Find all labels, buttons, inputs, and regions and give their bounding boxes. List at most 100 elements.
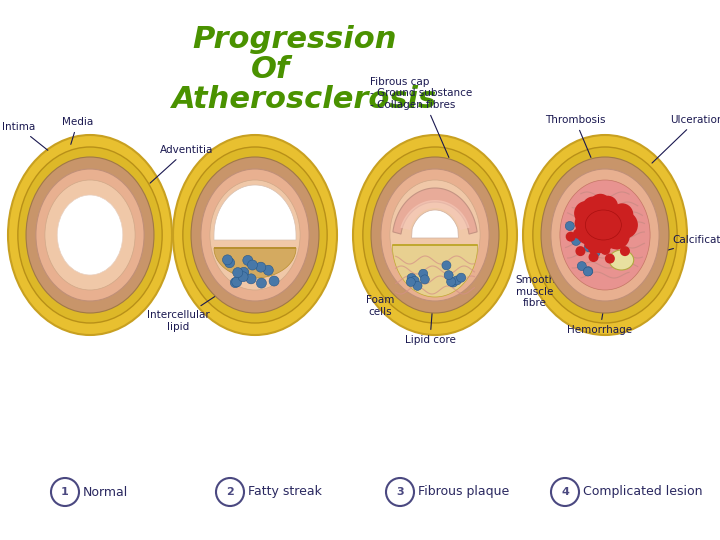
Circle shape — [248, 260, 258, 270]
Circle shape — [230, 278, 240, 288]
Text: Fibrous cap
- Ground substance
- Collagen fibres: Fibrous cap - Ground substance - Collage… — [370, 77, 472, 158]
Circle shape — [605, 214, 632, 242]
Circle shape — [246, 274, 256, 284]
Circle shape — [600, 245, 611, 255]
Polygon shape — [214, 185, 296, 240]
Text: Lipid core: Lipid core — [405, 278, 456, 345]
Circle shape — [452, 276, 462, 285]
Text: Foam
cells: Foam cells — [366, 247, 428, 316]
Ellipse shape — [183, 147, 327, 323]
Circle shape — [551, 478, 579, 506]
Text: Intima: Intima — [2, 122, 48, 150]
Text: Fatty streak: Fatty streak — [248, 485, 322, 498]
Ellipse shape — [541, 157, 669, 313]
Text: Media: Media — [62, 117, 94, 144]
Text: Complicated lesion: Complicated lesion — [583, 485, 703, 498]
Circle shape — [598, 242, 606, 252]
Ellipse shape — [191, 157, 319, 313]
Circle shape — [222, 255, 233, 265]
Circle shape — [588, 237, 596, 246]
Ellipse shape — [551, 169, 659, 301]
Circle shape — [611, 204, 634, 226]
Ellipse shape — [523, 135, 687, 335]
Circle shape — [603, 236, 612, 246]
Circle shape — [456, 273, 466, 282]
Text: 1: 1 — [61, 487, 69, 497]
Circle shape — [577, 261, 586, 271]
Text: Hemorrhage: Hemorrhage — [567, 213, 633, 335]
Circle shape — [605, 254, 615, 264]
Circle shape — [585, 239, 594, 249]
Circle shape — [264, 265, 274, 275]
Circle shape — [588, 252, 598, 262]
Circle shape — [269, 276, 279, 286]
Circle shape — [584, 267, 593, 276]
Circle shape — [386, 478, 414, 506]
Ellipse shape — [533, 147, 677, 323]
Circle shape — [592, 235, 602, 246]
Text: Of: Of — [251, 55, 289, 84]
Text: Normal: Normal — [83, 485, 128, 498]
Ellipse shape — [390, 180, 480, 290]
Circle shape — [585, 232, 595, 241]
Circle shape — [597, 195, 618, 217]
Ellipse shape — [173, 135, 337, 335]
Circle shape — [51, 478, 79, 506]
Text: 2: 2 — [226, 487, 234, 497]
Text: Intercellular
lipid: Intercellular lipid — [147, 272, 253, 332]
Circle shape — [574, 201, 598, 226]
Circle shape — [573, 228, 583, 239]
Circle shape — [579, 226, 589, 235]
Circle shape — [216, 478, 244, 506]
Ellipse shape — [381, 169, 489, 301]
Circle shape — [582, 197, 605, 219]
Circle shape — [419, 269, 428, 278]
Text: 4: 4 — [561, 487, 569, 497]
Ellipse shape — [18, 147, 162, 323]
Circle shape — [589, 234, 598, 242]
Ellipse shape — [210, 180, 300, 290]
Circle shape — [585, 242, 593, 252]
Circle shape — [605, 204, 621, 220]
Text: Progression: Progression — [193, 25, 397, 54]
Circle shape — [612, 233, 621, 242]
Circle shape — [256, 262, 266, 272]
Polygon shape — [393, 188, 477, 234]
Ellipse shape — [26, 157, 154, 313]
Ellipse shape — [36, 169, 144, 301]
Circle shape — [406, 278, 415, 287]
Text: Calcification: Calcification — [652, 235, 720, 254]
Circle shape — [410, 276, 419, 285]
Circle shape — [588, 244, 598, 254]
Circle shape — [595, 231, 614, 251]
Circle shape — [583, 229, 602, 247]
Circle shape — [243, 255, 253, 265]
Circle shape — [446, 277, 456, 286]
Circle shape — [583, 267, 593, 276]
Ellipse shape — [45, 180, 135, 290]
Text: Fibrous plaque: Fibrous plaque — [418, 485, 509, 498]
Circle shape — [449, 278, 458, 287]
Circle shape — [611, 211, 638, 239]
Circle shape — [572, 237, 580, 246]
Circle shape — [582, 213, 590, 222]
Circle shape — [575, 217, 603, 245]
Circle shape — [600, 229, 619, 247]
Polygon shape — [400, 200, 469, 230]
Circle shape — [591, 248, 600, 257]
Circle shape — [590, 194, 611, 215]
Ellipse shape — [8, 135, 172, 335]
Circle shape — [566, 232, 576, 242]
Circle shape — [588, 233, 598, 242]
Polygon shape — [392, 245, 477, 297]
Ellipse shape — [560, 180, 650, 290]
Text: Atherosclerosis: Atherosclerosis — [172, 85, 438, 114]
Text: Adventitia: Adventitia — [150, 145, 213, 183]
Circle shape — [233, 268, 243, 278]
Circle shape — [256, 278, 266, 288]
Ellipse shape — [353, 135, 517, 335]
Circle shape — [580, 223, 589, 232]
Circle shape — [413, 281, 422, 291]
Circle shape — [585, 225, 613, 253]
Circle shape — [575, 246, 585, 256]
